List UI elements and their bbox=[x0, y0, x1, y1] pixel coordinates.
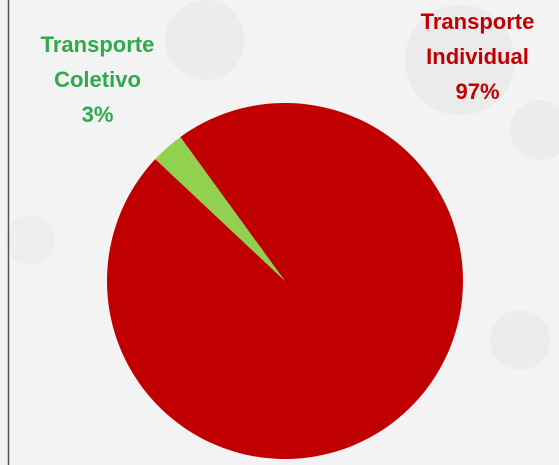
pie-slice bbox=[107, 102, 464, 459]
slice-label: Transporte Coletivo 3% bbox=[10, 27, 185, 132]
value-label: 97% bbox=[455, 79, 500, 104]
category-label: Transporte Coletivo bbox=[40, 32, 155, 92]
slice-label: Transporte Individual 97% bbox=[385, 4, 559, 109]
pie-slice bbox=[155, 136, 285, 281]
background-decor bbox=[5, 0, 559, 370]
category-label: Transporte Individual bbox=[420, 9, 535, 69]
value-label: 3% bbox=[81, 102, 114, 127]
